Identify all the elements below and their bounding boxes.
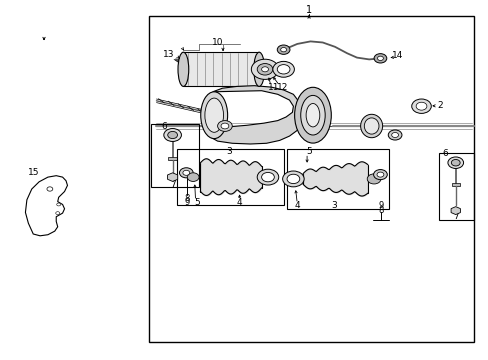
Circle shape (187, 173, 199, 181)
Circle shape (411, 99, 430, 113)
Bar (451, 183, 459, 186)
Circle shape (280, 48, 286, 52)
Circle shape (377, 56, 383, 60)
Circle shape (251, 59, 278, 80)
Circle shape (167, 131, 177, 139)
Circle shape (447, 157, 463, 168)
Text: 7: 7 (169, 180, 175, 189)
Text: 9: 9 (184, 198, 189, 207)
Circle shape (163, 129, 181, 141)
Text: 3: 3 (330, 201, 336, 210)
Polygon shape (25, 176, 67, 236)
Polygon shape (450, 207, 460, 215)
Circle shape (387, 130, 401, 140)
Circle shape (179, 168, 193, 178)
Ellipse shape (305, 104, 319, 127)
Circle shape (272, 62, 294, 77)
Text: 9: 9 (378, 202, 383, 210)
Text: 6: 6 (441, 149, 447, 158)
Text: 6: 6 (161, 122, 166, 131)
Text: 10: 10 (211, 38, 223, 47)
Text: 5: 5 (194, 198, 200, 207)
Circle shape (257, 169, 278, 185)
Text: 15: 15 (27, 168, 39, 177)
Ellipse shape (294, 87, 331, 143)
Text: 7: 7 (452, 212, 458, 220)
Bar (177, 149, 283, 205)
Circle shape (391, 132, 398, 138)
Bar (286, 149, 388, 209)
Bar (183, 52, 259, 86)
Text: 14: 14 (391, 51, 403, 60)
Ellipse shape (178, 52, 188, 86)
Ellipse shape (300, 95, 325, 135)
Circle shape (277, 65, 289, 74)
Bar (149, 16, 473, 342)
Circle shape (221, 123, 228, 129)
Text: 11: 11 (267, 83, 279, 92)
Circle shape (56, 212, 60, 215)
Circle shape (57, 203, 61, 206)
Circle shape (373, 54, 386, 63)
Text: 8: 8 (378, 206, 383, 215)
Bar (150, 124, 198, 187)
Circle shape (261, 172, 274, 182)
Text: 13: 13 (163, 50, 174, 59)
Circle shape (373, 170, 386, 180)
Circle shape (415, 102, 426, 110)
Ellipse shape (201, 92, 227, 139)
Ellipse shape (360, 114, 382, 138)
Polygon shape (211, 86, 299, 144)
Circle shape (376, 172, 383, 177)
Text: 4: 4 (294, 202, 300, 210)
Text: 3: 3 (225, 147, 231, 156)
Text: 8: 8 (184, 194, 189, 202)
Ellipse shape (364, 118, 378, 134)
Circle shape (257, 64, 272, 75)
Circle shape (217, 121, 232, 131)
Circle shape (183, 170, 189, 175)
Circle shape (277, 45, 289, 54)
Text: 4: 4 (236, 198, 242, 207)
Circle shape (450, 159, 459, 166)
Ellipse shape (253, 52, 264, 86)
Circle shape (47, 187, 53, 191)
Ellipse shape (204, 98, 223, 132)
Polygon shape (167, 173, 177, 181)
Text: 12: 12 (276, 83, 287, 92)
Circle shape (261, 67, 268, 72)
Bar (438, 153, 473, 220)
Text: 2: 2 (436, 102, 442, 111)
Text: 1: 1 (305, 5, 311, 15)
Circle shape (286, 174, 299, 184)
Bar (168, 157, 177, 160)
Circle shape (366, 174, 380, 184)
Text: 5: 5 (305, 147, 311, 156)
Circle shape (282, 171, 304, 187)
